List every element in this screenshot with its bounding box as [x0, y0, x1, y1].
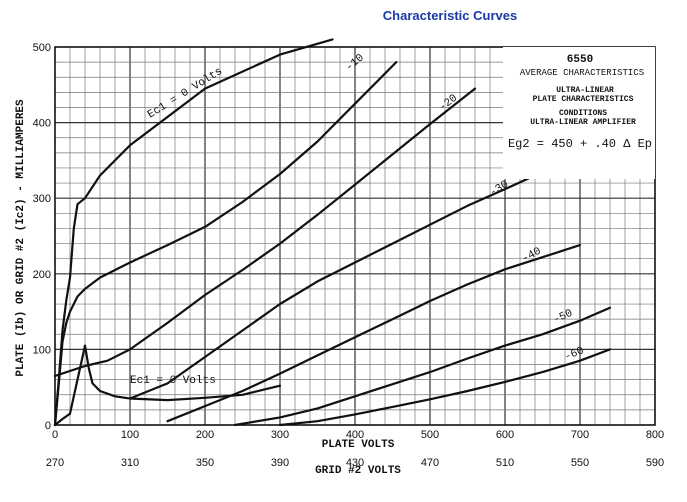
x-tick-label: 0	[52, 429, 58, 441]
info-plate: PLATE CHARACTERISTICS	[533, 95, 634, 104]
x2-tick-label: 270	[46, 457, 64, 469]
x-tick-label: 600	[496, 429, 514, 441]
x2-tick-label: 550	[571, 457, 589, 469]
x-tick-label: 300	[271, 429, 289, 441]
x2-tick-label: 510	[496, 457, 514, 469]
label-minus-40: -40	[520, 246, 543, 266]
series-line-0	[53, 38, 334, 427]
plot-frame	[54, 46, 656, 426]
series-line-4	[166, 244, 582, 423]
x-tick-label: 100	[121, 429, 139, 441]
info-conditions: CONDITIONS	[559, 109, 607, 118]
info-avg: AVERAGE CHARACTERISTICS	[520, 68, 644, 78]
x-tick-label: 200	[196, 429, 214, 441]
label-ec1-0-grid2: Ec1 = 0 Volts	[130, 375, 216, 387]
info-eg2: Eg2 = 450 + .40 Δ Ep	[508, 137, 652, 151]
x2-axis-label: GRID #2 VOLTS	[315, 465, 401, 477]
ticks: 0 270 100 310 200 350 300 390 400 430 500 470 600 510…	[33, 42, 665, 469]
x-tick-label: 800	[646, 429, 664, 441]
info-tube: 6550	[567, 54, 593, 66]
info-box: 6550 AVERAGE CHARACTERISTICS ULTRA-LINEA…	[503, 47, 655, 179]
label-minus-30: -30	[488, 179, 511, 200]
x-tick-label: 400	[346, 429, 364, 441]
series-line-5	[233, 306, 612, 427]
x-tick-label: 700	[571, 429, 589, 441]
y-tick-label: 200	[33, 269, 51, 281]
series-line-7	[53, 344, 282, 427]
x2-tick-label: 390	[271, 457, 289, 469]
x2-tick-label: 470	[421, 457, 439, 469]
y-axis-label: PLATE (Ib) OR GRID #2 (Ic2) - MILLIAMPER…	[15, 99, 27, 377]
y-tick-label: 0	[45, 420, 51, 432]
info-ul-amp: ULTRA-LINEAR AMPLIFIER	[530, 118, 636, 127]
y-tick-label: 100	[33, 344, 51, 356]
x-tick-label: 500	[421, 429, 439, 441]
page-title: Characteristic Curves	[382, 8, 518, 23]
series-line-3	[128, 174, 537, 400]
label-ec1-0-plate: Ec1 = 0 Volts	[146, 66, 225, 122]
y-tick-label: 300	[33, 193, 51, 205]
y-tick-label: 400	[33, 118, 51, 130]
x2-tick-label: 310	[121, 457, 139, 469]
series-line-6	[278, 348, 612, 427]
y-tick-label: 500	[33, 42, 51, 54]
curves	[53, 38, 612, 427]
label-minus-10: -10	[344, 52, 367, 74]
x-axis-label: PLATE VOLTS	[322, 439, 395, 451]
x2-tick-label: 350	[196, 457, 214, 469]
x2-tick-label: 430	[346, 457, 364, 469]
series-line-1	[53, 61, 398, 427]
info-ul: ULTRA-LINEAR	[556, 86, 614, 95]
label-minus-20: -20	[437, 92, 460, 114]
x2-tick-label: 590	[646, 457, 664, 469]
series-line-2	[53, 87, 477, 377]
info-box-background	[503, 47, 655, 179]
